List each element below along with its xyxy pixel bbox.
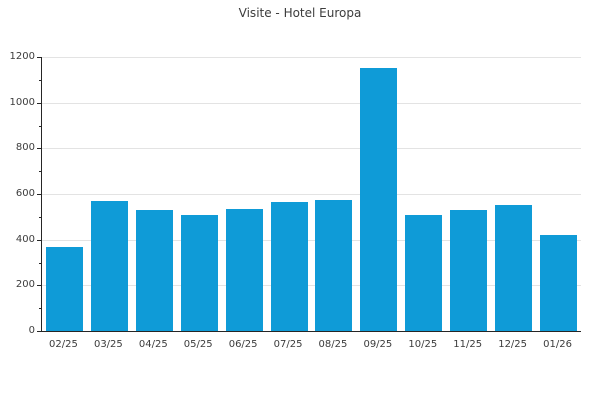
plot-area [41, 57, 581, 332]
x-tick-label-10/25: 10/25 [408, 339, 438, 350]
y-major-tick [37, 194, 41, 195]
gridline-200 [42, 285, 581, 287]
y-minor-tick [39, 171, 41, 173]
x-tick-label-03/25: 03/25 [93, 339, 123, 350]
gridline-1000 [42, 102, 581, 104]
bar-08/25 [315, 199, 353, 331]
x-tick-label-04/25: 04/25 [138, 339, 168, 350]
y-tick-label-200: 200 [15, 279, 35, 291]
y-tick-label-400: 400 [15, 233, 35, 245]
bar-03/25 [90, 200, 128, 331]
y-tick-label-1000: 1000 [9, 96, 35, 108]
y-tick-label-1200: 1200 [9, 51, 35, 62]
gridline-800 [42, 148, 581, 150]
x-tick-label-06/25: 06/25 [228, 339, 258, 350]
gridline-600 [42, 194, 581, 195]
y-tick-label-600: 600 [15, 188, 35, 199]
x-tick-label-12/25: 12/25 [498, 339, 528, 350]
x-tick-label-02/25: 02/25 [49, 339, 78, 350]
y-major-tick [37, 57, 41, 58]
bar-06/25 [225, 208, 263, 331]
gridline-1200 [42, 57, 581, 58]
bar-04/25 [135, 209, 173, 331]
bar-12/25 [495, 205, 533, 331]
y-major-tick [37, 148, 41, 150]
gridline-400 [42, 239, 581, 241]
y-minor-tick [39, 262, 41, 264]
bar-11/25 [450, 209, 488, 331]
bar-02/25 [45, 246, 83, 331]
bar-07/25 [270, 202, 308, 331]
bar-09/25 [360, 68, 398, 331]
y-tick-label-0: 0 [28, 325, 35, 336]
bar-01/26 [540, 235, 578, 331]
x-tick-label-08/25: 08/25 [318, 339, 348, 350]
y-major-tick [37, 102, 41, 104]
chart-title: Visite - Hotel Europa [238, 6, 362, 20]
bar-10/25 [405, 214, 443, 331]
x-tick-label-07/25: 07/25 [273, 339, 303, 350]
y-minor-tick [39, 125, 41, 127]
y-minor-tick [39, 216, 41, 218]
x-tick-label-05/25: 05/25 [183, 339, 213, 350]
x-tick-label-09/25: 09/25 [363, 339, 393, 350]
bar-05/25 [180, 214, 218, 331]
y-tick-label-800: 800 [15, 142, 35, 154]
x-tick-label-01/26: 01/26 [543, 339, 572, 350]
y-major-tick [37, 239, 41, 241]
y-major-tick [37, 285, 41, 287]
y-major-tick [37, 331, 41, 332]
y-minor-tick [39, 79, 41, 81]
x-tick-label-11/25: 11/25 [453, 339, 483, 350]
y-minor-tick [39, 308, 41, 310]
